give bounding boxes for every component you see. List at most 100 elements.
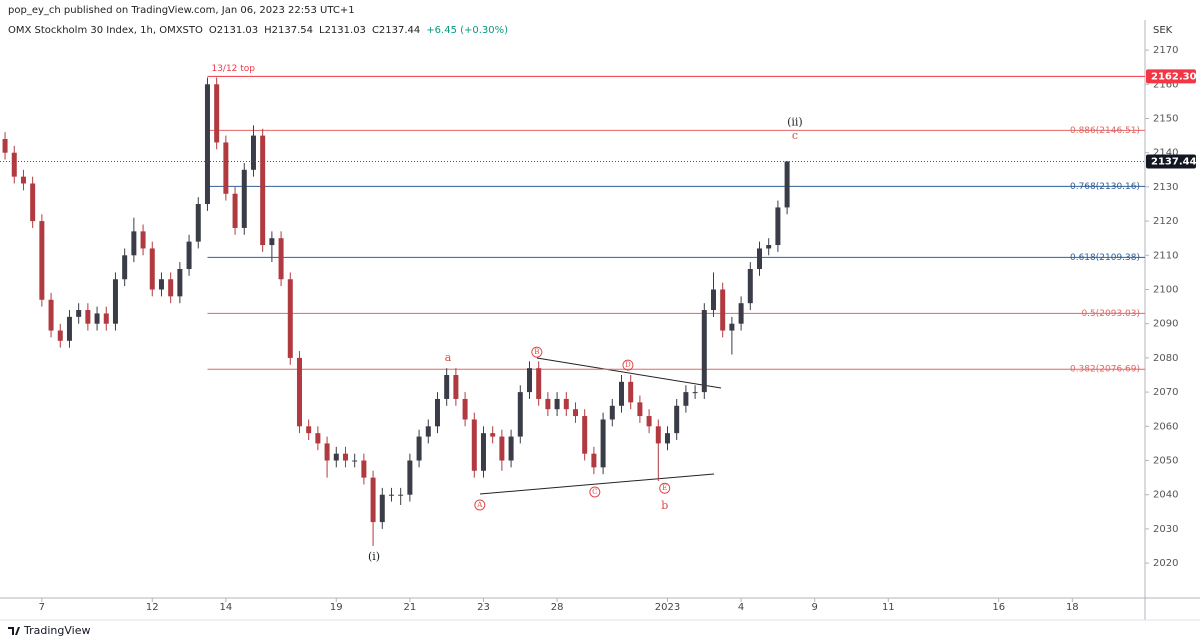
candle-body — [158, 279, 164, 290]
legend-text: +6.45 (+0.30%) — [426, 25, 508, 36]
candle-body — [39, 221, 45, 300]
candle-body — [674, 405, 680, 434]
candle-body — [536, 368, 542, 399]
y-tick-label: 2060 — [1153, 421, 1178, 432]
candle-body — [76, 310, 82, 317]
wave-label: (ii) — [787, 115, 803, 128]
y-tick-label: 2110 — [1153, 250, 1178, 261]
x-tick-label: 23 — [477, 602, 490, 613]
wave-circle — [659, 482, 671, 494]
candle-body — [490, 433, 496, 437]
candle-body — [434, 398, 440, 427]
candle-body — [407, 460, 413, 495]
candle-body — [775, 207, 781, 246]
lower-trendline — [479, 473, 715, 495]
candle-body — [720, 289, 726, 331]
candle-body — [499, 436, 505, 461]
legend-text: O2131.03 — [209, 25, 258, 36]
candle-body — [333, 453, 339, 461]
wave-circle — [474, 499, 486, 511]
legend-text: L2131.03 — [319, 25, 366, 36]
candle-body — [287, 279, 293, 358]
candle-body — [48, 299, 54, 331]
candle-body — [223, 142, 229, 194]
x-tick-label: 28 — [551, 602, 564, 613]
y-tick-label: 2170 — [1153, 45, 1178, 56]
fib-level-label: 0.382(2076.69) — [1070, 365, 1140, 375]
candle-body — [480, 433, 486, 471]
x-tick-label: 14 — [220, 602, 233, 613]
candle-body — [232, 193, 238, 228]
candle-body — [729, 323, 735, 331]
candle-body — [628, 381, 634, 403]
candle-body — [453, 375, 459, 399]
candle-body — [260, 135, 266, 246]
trendlines — [479, 357, 722, 495]
candle-body — [370, 477, 376, 523]
candle-body — [554, 398, 560, 410]
candle-body — [186, 241, 192, 269]
candle-body — [609, 405, 615, 420]
candle-body — [168, 279, 174, 297]
logo-mark — [8, 627, 20, 635]
candle-body — [122, 255, 128, 280]
candle-body — [591, 453, 597, 468]
y-tick-label: 2020 — [1153, 558, 1178, 569]
legend-text: H2137.54 — [264, 25, 313, 36]
candle-body — [11, 152, 17, 177]
candle-body — [66, 316, 72, 341]
wave-label: C — [592, 488, 597, 496]
candle-body — [646, 416, 652, 427]
wave-label: B — [534, 348, 539, 356]
upper-trendline — [536, 357, 722, 389]
brand-logo — [8, 627, 20, 635]
x-tick-label: 2023 — [655, 602, 680, 613]
candle-body — [517, 392, 523, 437]
legend-text: C2137.44 — [372, 25, 420, 36]
wave-label: E — [662, 484, 667, 492]
x-tick-label: 9 — [812, 602, 818, 613]
x-tick-label: 12 — [146, 602, 159, 613]
candle-body — [195, 204, 201, 242]
top-level-label: 13/12 top — [211, 64, 255, 74]
candle-body — [324, 443, 330, 461]
wave-label: (i) — [368, 550, 380, 563]
candle-body — [462, 398, 468, 420]
x-tick-label: 7 — [39, 602, 45, 613]
candle-body — [177, 268, 183, 297]
candle-body — [149, 248, 155, 290]
candle-body — [701, 310, 707, 393]
candle-body — [57, 330, 63, 341]
wave-circle — [531, 346, 543, 358]
candle-body — [361, 460, 367, 478]
y-tick-label: 2080 — [1153, 353, 1178, 364]
x-tick-label: 11 — [882, 602, 895, 613]
fib-level-label: 0.886(2146.51) — [1070, 126, 1140, 136]
candle-body — [416, 436, 422, 461]
candle-body — [710, 289, 716, 311]
candle-body — [563, 398, 569, 410]
x-tick-label: 21 — [404, 602, 417, 613]
y-tick-label: 2040 — [1153, 490, 1178, 501]
candle-body — [655, 426, 661, 444]
candle-body — [747, 268, 753, 304]
candle-body — [379, 494, 385, 523]
candle-body — [545, 398, 551, 410]
wave-label: A — [476, 501, 483, 509]
wave-label: a — [445, 351, 452, 364]
wave-label: D — [625, 361, 631, 369]
y-tick-label: 2120 — [1153, 216, 1178, 227]
candle-body — [784, 161, 790, 208]
candle-body — [756, 248, 762, 269]
top-level-price: 2162.30 — [1151, 71, 1197, 82]
candle-body — [637, 402, 643, 417]
candle-body — [296, 357, 302, 427]
candle-body — [269, 238, 275, 246]
candle-body — [278, 238, 284, 280]
x-tick-label: 4 — [738, 602, 744, 613]
candle-body — [664, 433, 670, 444]
candle-body — [398, 494, 404, 496]
candle-body — [425, 426, 431, 437]
candle-body — [738, 303, 744, 324]
candle-body — [692, 392, 698, 394]
